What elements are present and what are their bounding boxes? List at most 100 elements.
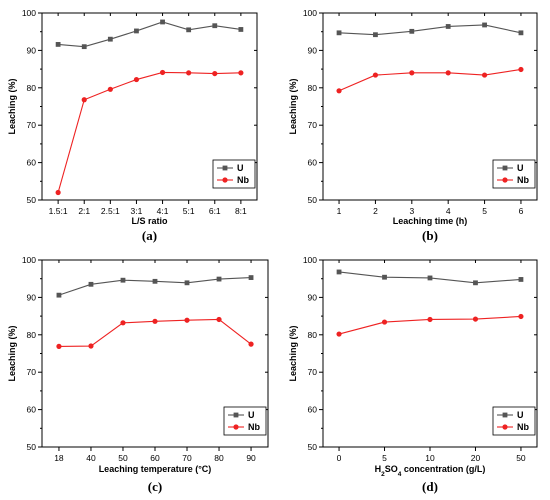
legend: U Nb [492, 159, 536, 189]
legend-box [223, 406, 267, 436]
data-point-u [152, 278, 158, 284]
legend-marker-nb [222, 177, 228, 183]
legend-marker-u [233, 412, 239, 418]
data-point-u [482, 22, 487, 28]
x-axis-label-part: concentration (g/L) [401, 464, 485, 474]
y-axis-label: Leaching (%) [288, 325, 298, 381]
y-tick-label: 50 [308, 442, 318, 452]
data-point-nb [481, 72, 488, 78]
y-tick-label: 90 [27, 45, 37, 55]
data-point-nb [427, 316, 433, 323]
data-point-u [184, 280, 190, 286]
data-point-nb [55, 189, 61, 196]
data-point-nb [56, 343, 62, 349]
x-axis-label: Leaching temperature (°C) [99, 464, 212, 474]
x-tick-label: 8:1 [235, 206, 247, 216]
y-tick-label: 60 [308, 158, 318, 168]
data-point-nb [472, 316, 479, 322]
data-point-nb [518, 66, 524, 73]
data-point-u [373, 32, 378, 38]
legend-marker-nb [502, 177, 508, 183]
x-tick-label: 80 [214, 453, 224, 463]
x-tick-label: 2.5:1 [101, 206, 120, 216]
y-tick-label: 70 [308, 120, 318, 130]
data-point-u [518, 277, 524, 282]
x-tick-label: 6:1 [209, 206, 221, 216]
series-line-nb [338, 68, 522, 92]
data-point-u [160, 19, 165, 25]
legend-box [492, 406, 536, 436]
y-tick-label: 80 [27, 83, 37, 93]
x-axis-label: L/S ratio [131, 216, 168, 226]
data-point-u [216, 276, 222, 282]
x-tick-label: 90 [246, 453, 256, 463]
data-point-nb [336, 88, 342, 94]
legend-box [492, 159, 536, 189]
y-axis-label: Leaching (%) [7, 325, 17, 381]
data-point-nb [216, 316, 222, 323]
data-point-nb [184, 317, 190, 323]
data-point-u [134, 28, 139, 34]
data-point-nb [409, 70, 415, 76]
series-line-u [58, 21, 241, 48]
data-point-u [107, 36, 113, 42]
x-tick-label: 3:1 [131, 206, 143, 216]
panel-label: (c) [148, 479, 162, 494]
y-tick-label: 50 [27, 195, 37, 205]
x-tick-label: 1 [337, 206, 342, 216]
x-tick-label: 40 [86, 453, 96, 463]
y-tick-label: 70 [308, 367, 318, 377]
data-point-u [55, 42, 61, 47]
chart-panel-d: 50 60 70 80 90 100 0 5 10 20 50 Leaching (%) H2SO4 c… [288, 255, 538, 494]
data-point-u [238, 27, 244, 32]
x-tick-label: 0 [337, 453, 342, 463]
x-tick-label: 20 [471, 453, 481, 463]
x-tick-label: 1.5:1 [49, 206, 68, 216]
chart-panel-c: 50 60 70 80 90 100 18 40 50 60 70 80 90 Leaching (%) L… [7, 255, 269, 494]
data-point-nb [248, 341, 254, 347]
legend-label-u: U [517, 163, 524, 173]
data-point-u [81, 44, 87, 50]
legend-marker-u [502, 412, 508, 418]
y-tick-label: 90 [308, 292, 318, 302]
x-tick-label: 70 [182, 453, 192, 463]
legend: U Nb [212, 159, 256, 189]
data-point-u [427, 275, 433, 281]
data-point-u [336, 30, 342, 36]
panel-label: (a) [142, 228, 157, 243]
y-tick-label: 90 [27, 292, 37, 302]
data-point-nb [212, 70, 218, 77]
x-axis-label-part: H [375, 464, 382, 474]
y-tick-label: 80 [308, 83, 318, 93]
legend-label-u: U [517, 410, 524, 420]
data-point-nb [81, 97, 87, 103]
series-line-nb [57, 71, 241, 193]
data-point-nb [159, 69, 166, 76]
chart-panel-b: 50 60 70 80 90 100 1 2 3 4 5 6 Leaching (%) Leaching … [288, 8, 538, 243]
y-tick-label: 60 [308, 405, 318, 415]
y-tick-label: 90 [308, 45, 318, 55]
x-tick-label: 50 [516, 453, 526, 463]
x-axis-label: H2SO4 concentration (g/L) [375, 464, 486, 478]
x-tick-label: 18 [54, 453, 64, 463]
x-tick-label: 4:1 [157, 206, 169, 216]
y-tick-label: 70 [27, 120, 37, 130]
data-point-nb [445, 70, 451, 76]
y-axis-label: Leaching (%) [7, 78, 17, 134]
data-point-nb [107, 86, 113, 92]
x-tick-label: 4 [446, 206, 451, 216]
x-axis-label-part: SO [385, 464, 398, 474]
x-axis-label-subscript: 2 [381, 471, 385, 478]
series-line-u [339, 24, 522, 36]
legend-marker-u [502, 165, 508, 171]
data-point-nb [238, 70, 244, 76]
legend-marker-nb [233, 424, 239, 430]
y-tick-label: 100 [22, 8, 36, 18]
y-tick-label: 100 [22, 255, 36, 265]
data-point-nb [88, 343, 94, 349]
legend-marker-u [222, 165, 228, 171]
data-point-u [248, 275, 254, 280]
y-tick-label: 50 [27, 442, 37, 452]
x-tick-label: 6 [519, 206, 524, 216]
